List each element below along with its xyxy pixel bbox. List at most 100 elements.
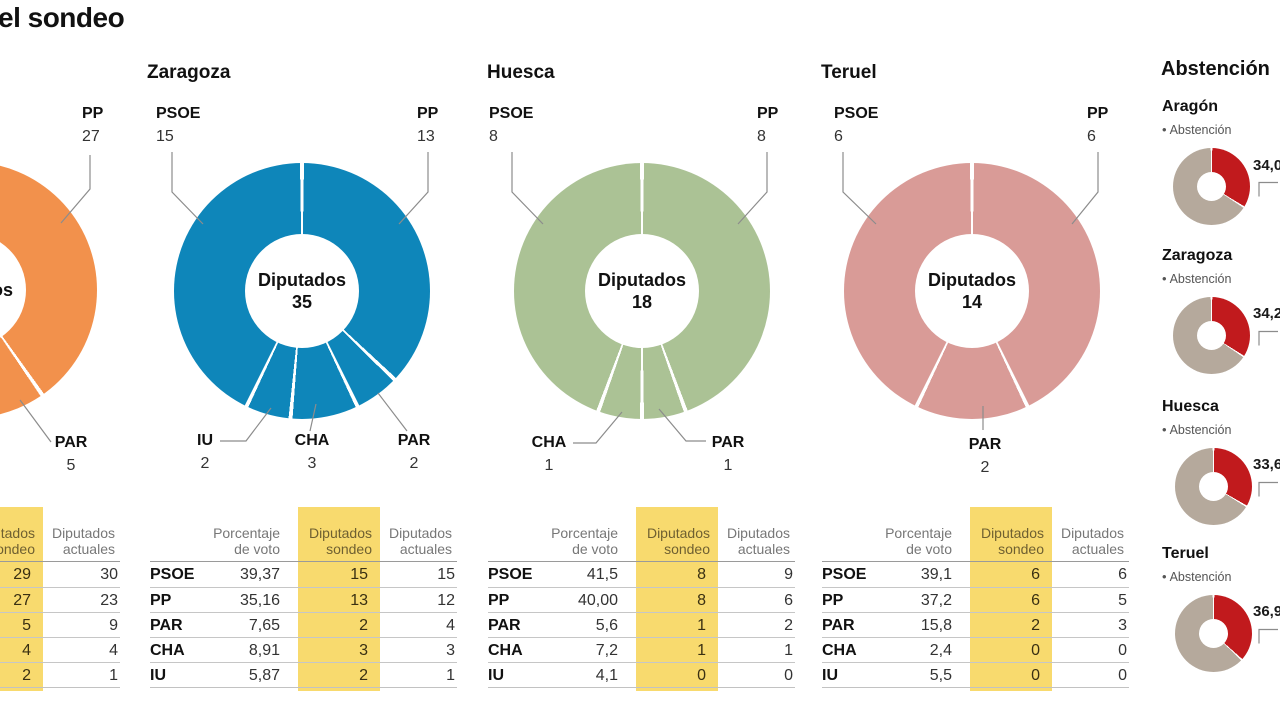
donut-zaragoza: Diputados 35 [174,163,430,419]
leader-teruel-pp [1071,152,1099,225]
callout-huesca-cha: CHA 1 [531,434,567,474]
mini-donut-teruel [1175,595,1252,672]
header-pct: Porcentaje de voto [551,525,618,557]
header-pct: Porcentaje de voto [885,525,952,557]
donut-teruel: Diputados 14 [844,163,1100,419]
leader-huesca-cha [573,411,623,444]
callout-zaragoza-iu: IU 2 [197,432,213,472]
bracket-abst-aragon [1258,181,1278,197]
abstencion-heading: Abstención [1161,58,1270,80]
bracket-abst-teruel [1258,628,1278,644]
table-row: CHA 7,2 1 1 [488,637,795,662]
mini-hole [1199,472,1228,501]
bullet-icon: • [1162,569,1167,584]
sondeo-highlight [970,507,1052,691]
abst-value-zaragoza: 34,2 [1253,305,1280,322]
header-actuales: Diputados actuales [51,525,115,557]
abst-value-teruel: 36,9 [1253,603,1280,620]
bracket-abst-zaragoza [1258,330,1278,346]
leader-zaragoza-par [377,392,408,432]
table-row: PSOE 41,5 8 9 [488,566,793,583]
donut-huesca: Diputados 18 [514,163,770,419]
abst-region-huesca: Huesca [1162,398,1219,415]
callout-teruel-psoe: PSOE 6 [834,105,879,145]
donut-aragon: Diputados [0,162,97,418]
mini-donut-zaragoza [1173,297,1250,374]
table-row: IU 5,87 2 1 [150,662,457,687]
table-row: PAR 15,8 2 3 [822,612,1129,637]
leader-aragon-par [19,399,52,443]
table-row: IU 5,5 0 0 [822,662,1129,687]
table-rows: PSOE 39,1 6 6 PP 37,2 6 5 PAR 15,8 2 3 CHA 2,4 0 0 I… [822,562,1129,688]
abst-bullet-zaragoza: • Abstención [1162,271,1232,286]
abst-bullet-aragon: • Abstención [1162,122,1232,137]
chart-title-zaragoza: Zaragoza [147,62,231,83]
bullet-icon: • [1162,122,1167,137]
callout-zaragoza-pp: PP 13 [417,105,439,145]
table-rows: PSOE 39,37 15 15 PP 35,16 13 12 PAR 7,65 2 4 CHA 8… [150,562,457,688]
chart-title-teruel: Teruel [821,62,877,83]
chart-title-huesca: Huesca [487,62,555,83]
donut-teruel-center: Diputados 14 [915,234,1029,348]
bullet-icon: • [1162,422,1167,437]
abst-value-huesca: 33,6 [1253,456,1280,473]
callout-zaragoza-cha: CHA 3 [294,432,330,472]
table-row: PP 40,00 8 6 [488,587,795,612]
table-row: PAR 7,65 2 4 [150,612,457,637]
abst-value-aragon: 34,0 [1253,157,1280,174]
callout-zaragoza-par: PAR 2 [397,432,431,472]
donut-zaragoza-center: Diputados 35 [245,234,359,348]
header-actuales: Diputados actuales [726,525,790,557]
callout-huesca-psoe: PSOE 8 [489,105,534,145]
callout-aragon-pp: PP 27 [82,105,104,145]
mini-donut-aragon [1173,148,1250,225]
table-row: PP 35,16 13 12 [150,587,457,612]
mini-hole [1199,619,1228,648]
table-zaragoza: Porcentaje de voto Diputados sondeo Diputa… [150,505,457,693]
leader-zaragoza-psoe [171,152,204,225]
callout-huesca-par: PAR 1 [711,434,745,474]
mini-hole [1197,321,1226,350]
table-row: CHA 8,91 3 3 [150,637,457,662]
callout-aragon-par: PAR 5 [54,434,88,474]
table-row: PP 37,2 6 5 [822,587,1129,612]
table-row: IU 4,1 0 0 [488,662,795,687]
sondeo-highlight [298,507,380,691]
table-row: 27 23 [0,587,120,612]
bracket-abst-huesca [1258,481,1278,497]
bullet-icon: • [1162,271,1167,286]
abst-bullet-teruel: • Abstención [1162,569,1232,584]
sondeo-highlight [0,507,43,691]
table-row: CHA 2,4 0 0 [822,637,1129,662]
abst-bullet-huesca: • Abstención [1162,422,1232,437]
table-row: PSOE 39,37 15 15 [150,566,455,583]
table-teruel: Porcentaje de voto Diputados sondeo Diputa… [822,505,1129,693]
callout-teruel-par: PAR 2 [968,436,1002,476]
callout-zaragoza-psoe: PSOE 15 [156,105,201,145]
abst-region-teruel: Teruel [1162,545,1209,562]
table-rows: PSOE 41,5 8 9 PP 40,00 8 6 PAR 5,6 1 2 CHA 7,2 1 1 I… [488,562,795,688]
header-pct: Porcentaje de voto [213,525,280,557]
abst-region-aragon: Aragón [1162,98,1218,115]
table-row: 29 30 [13,566,118,583]
callout-huesca-pp: PP 8 [757,105,779,145]
table-row: PAR 5,6 1 2 [488,612,795,637]
leader-huesca-psoe [511,152,544,225]
donut-huesca-center: Diputados 18 [585,234,699,348]
sondeo-highlight [636,507,718,691]
header-actuales: Diputados actuales [388,525,452,557]
page-title: el sondeo [0,2,125,33]
header-actuales: Diputados actuales [1060,525,1124,557]
callout-teruel-pp: PP 6 [1087,105,1109,145]
